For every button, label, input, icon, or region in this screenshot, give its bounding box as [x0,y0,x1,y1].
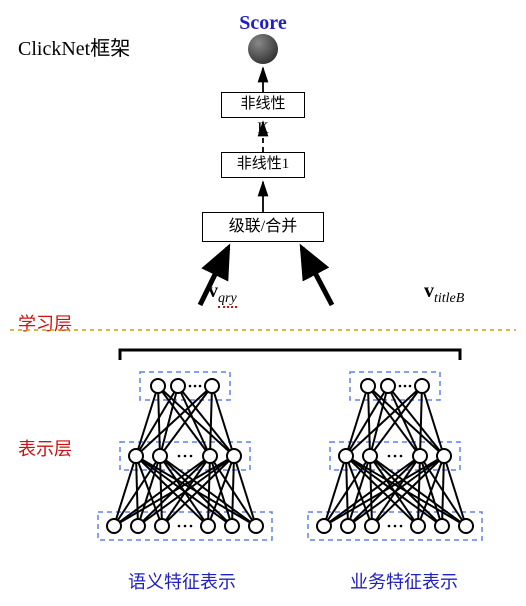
arrow-right-in [302,248,332,305]
repr-layer-label: 表示层 [18,435,72,461]
vec-sub: qry [218,291,237,308]
vec-prefix: v [424,280,434,302]
concat-box: 级联/合并 [202,212,324,242]
nonlinear-top-box: 非线性 [221,92,305,118]
bottom-business-label: 业务特征表示 [350,568,458,594]
vec-sub: titleB [434,291,464,306]
right-network [308,372,482,540]
score-node [248,34,278,64]
vec-prefix: v [208,280,218,302]
learn-layer-label: 学习层 [18,310,72,336]
vec-qry-label: vqry [208,280,237,307]
nonlinear-bottom-box: 非线性1 [221,152,305,178]
bracket [120,350,460,360]
bottom-semantic-label: 语义特征表示 [128,568,236,594]
vec-title-label: vtitleB [424,280,464,307]
k-label: K [257,120,269,138]
left-network [98,372,272,540]
score-label: Score [239,12,286,35]
page-title: ClickNet框架 [18,32,130,61]
title-text: ClickNet框架 [18,38,130,60]
